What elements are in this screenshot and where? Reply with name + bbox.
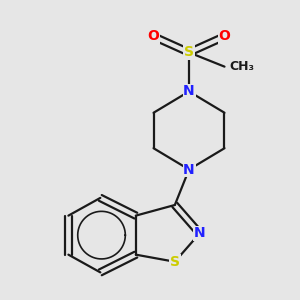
Text: O: O: [148, 29, 160, 44]
Text: N: N: [183, 163, 195, 176]
Text: N: N: [183, 85, 195, 98]
Text: CH₃: CH₃: [230, 60, 255, 73]
Text: N: N: [194, 226, 206, 240]
Text: S: S: [184, 45, 194, 59]
Text: O: O: [219, 29, 230, 44]
Text: S: S: [170, 255, 180, 269]
